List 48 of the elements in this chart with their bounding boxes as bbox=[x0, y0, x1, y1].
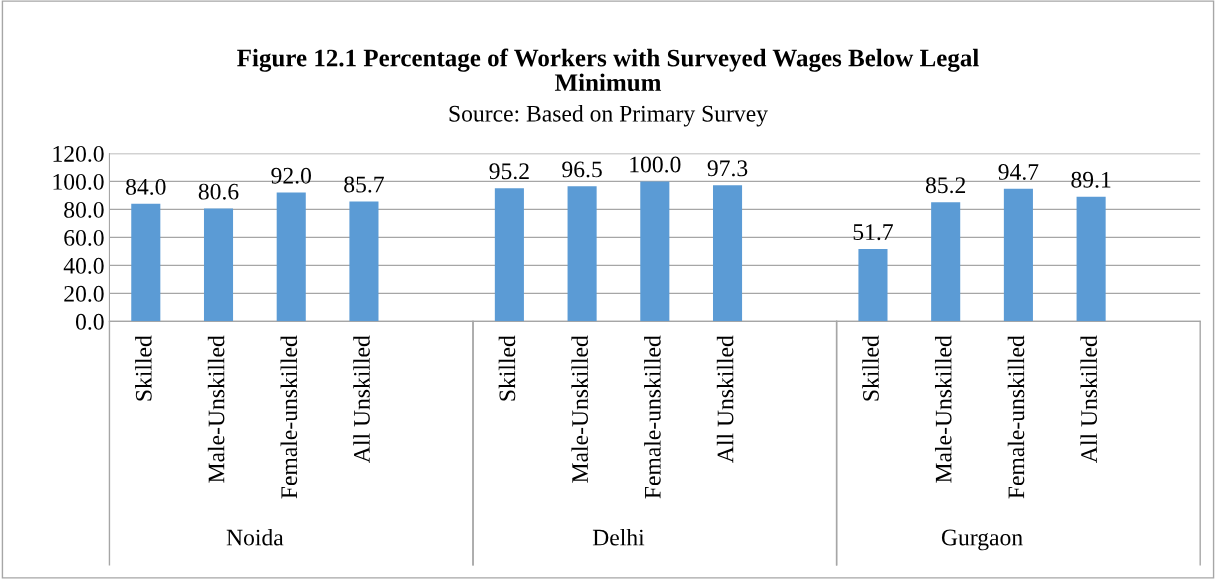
y-tick-label: 40.0 bbox=[63, 257, 104, 274]
y-tick-label: 20.0 bbox=[64, 285, 104, 302]
bar bbox=[131, 203, 161, 322]
bar bbox=[1003, 188, 1033, 322]
y-tick-label: 0.0 bbox=[75, 313, 104, 330]
y-tick-label: 120.0 bbox=[53, 145, 104, 162]
data-label: 80.6 bbox=[198, 183, 239, 200]
data-label: 85.2 bbox=[925, 177, 966, 194]
text: Delhi bbox=[592, 528, 645, 546]
data-label: 84.0 bbox=[126, 178, 166, 195]
data-label: 51.7 bbox=[853, 224, 893, 241]
data-label: 85.7 bbox=[344, 176, 384, 193]
data-label: 100.0 bbox=[630, 156, 681, 173]
chart-title: Figure 12.1 Percentage of Workers with Surveyed Wages Below Legal Minimum bbox=[237, 48, 979, 92]
x-tick-label: All Unskilled bbox=[353, 335, 370, 463]
x-tick-label: All Unskilled bbox=[1080, 335, 1098, 463]
y-tick-label: 80.0 bbox=[64, 201, 104, 218]
x-tick-label: All Unskilled bbox=[716, 335, 734, 463]
x-tick-label: Male-Unskilled bbox=[571, 335, 589, 483]
x-tick-label: Female-unskilled bbox=[1007, 335, 1025, 499]
bar bbox=[567, 186, 597, 322]
data-label: 96.5 bbox=[562, 161, 602, 178]
y-tick-label: 100.0 bbox=[53, 173, 104, 190]
bar bbox=[931, 202, 961, 322]
text: Gurgaon bbox=[941, 529, 1023, 551]
data-label: 94.7 bbox=[998, 164, 1039, 180]
chart-subtitle: Source: Based on Primary Survey bbox=[449, 105, 768, 127]
bar bbox=[276, 192, 306, 322]
bar bbox=[640, 181, 670, 322]
bar bbox=[349, 201, 379, 322]
y-tick-label: 60.0 bbox=[64, 229, 104, 246]
bar bbox=[494, 188, 524, 322]
x-tick-label: Skilled bbox=[135, 335, 152, 401]
data-label: 95.2 bbox=[489, 163, 529, 180]
data-label: 92.0 bbox=[271, 167, 311, 184]
x-tick-label: Female-unskilled bbox=[280, 335, 298, 499]
bar bbox=[203, 208, 234, 322]
data-label: 97.3 bbox=[707, 160, 748, 177]
bar bbox=[712, 185, 743, 322]
bar bbox=[858, 249, 888, 322]
x-tick-label: Skilled bbox=[498, 335, 516, 401]
bar bbox=[1076, 196, 1106, 322]
x-tick-label: Male-Unskilled bbox=[934, 335, 952, 483]
x-tick-label: Female-unskilled bbox=[644, 335, 661, 499]
data-label: 89.1 bbox=[1071, 171, 1111, 188]
x-tick-label: Skilled bbox=[862, 335, 879, 401]
text: Noida bbox=[226, 528, 284, 546]
x-tick-label: Male-Unskilled bbox=[207, 335, 225, 483]
